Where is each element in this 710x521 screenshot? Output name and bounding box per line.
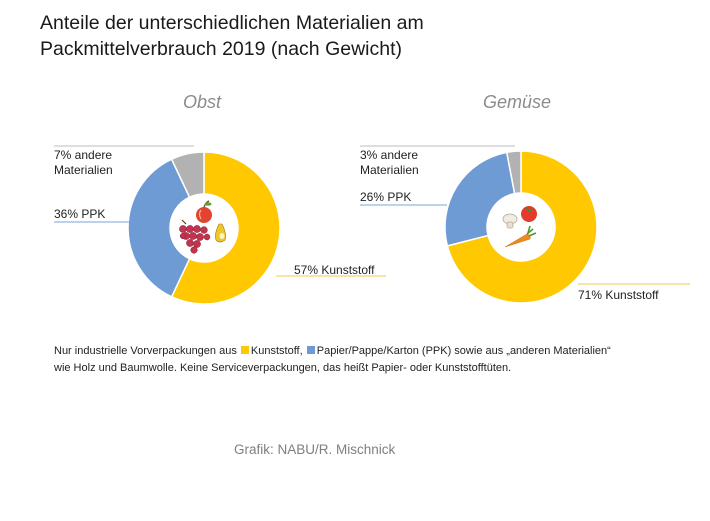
leader-lines-gemuese xyxy=(360,145,690,285)
chart-title-line-1: Anteile der unterschiedlichen Materialie… xyxy=(40,12,424,34)
legend-line-1: Nur industrielle Vorverpackungen aus Kun… xyxy=(54,343,694,360)
chart-title: Anteile der unterschiedlichen Materialie… xyxy=(40,10,500,62)
legend-swatch-ppk xyxy=(306,346,315,354)
donut-chart-gemuese: Gemüse 3% andere Materialien 26% PPK 71%… xyxy=(360,92,690,304)
legend-ppk: Papier/Pappe/Karton (PPK) sowie aus „and… xyxy=(316,345,611,357)
vegetable-icon xyxy=(502,206,537,248)
legend-line-2: wie Holz und Baumwolle. Keine Servicever… xyxy=(54,362,512,374)
label-kunststoff-gemuese: 71% Kunststoff xyxy=(578,288,659,302)
legend-intro: Nur industrielle Vorverpackungen aus xyxy=(54,345,237,357)
chart-title-line-2: Packmittelverbrauch 2019 (nach Gewicht) xyxy=(40,38,402,60)
label-andere-obst-line2: Materialien xyxy=(54,163,113,177)
label-kunststoff-obst: 57% Kunststoff xyxy=(294,263,375,277)
slice-ppk-gemuese xyxy=(444,151,516,247)
donut-chart-obst: Obst 7% andere Materialien 36% PPK 57% K… xyxy=(54,92,386,305)
label-ppk-obst: 36% PPK xyxy=(54,207,105,221)
fruit-icon xyxy=(179,200,226,254)
label-andere-gemuese-line1: 3% andere xyxy=(360,148,418,162)
chart-subtitle-gemuese: Gemüse xyxy=(483,92,551,112)
label-andere-obst-line1: 7% andere xyxy=(54,148,112,162)
leader-lines-obst xyxy=(54,145,386,277)
legend-kunststoff: Kunststoff, xyxy=(250,345,303,357)
legend-note: Nur industrielle Vorverpackungen aus Kun… xyxy=(54,343,694,377)
donut-slices-gemuese xyxy=(444,150,598,304)
chart-subtitle-obst: Obst xyxy=(183,92,222,112)
label-ppk-gemuese: 26% PPK xyxy=(360,190,411,204)
legend-swatch-kunststoff xyxy=(240,346,249,354)
donut-hole-gemuese xyxy=(487,193,555,261)
credit-text: Grafik: NABU/R. Mischnick xyxy=(234,442,396,457)
label-andere-gemuese-line2: Materialien xyxy=(360,163,419,177)
